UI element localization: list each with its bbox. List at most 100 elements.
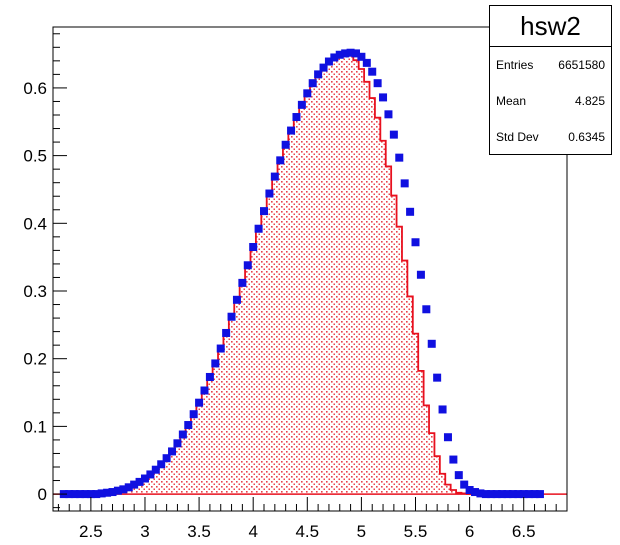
data-marker — [281, 140, 290, 149]
data-marker — [211, 359, 220, 368]
hist-bin — [282, 144, 289, 495]
hist-bin — [180, 434, 186, 495]
hist-bin — [385, 166, 392, 495]
hist-bin — [223, 332, 230, 495]
data-marker — [514, 490, 523, 499]
y-axis-ticks: 0 0.1 0.2 0.3 0.4 0.5 0.6 — [23, 33, 67, 509]
data-marker — [238, 278, 247, 287]
hist-bin — [374, 117, 381, 495]
data-marker — [92, 490, 101, 499]
data-marker — [476, 489, 485, 498]
y-tick-label: 0.1 — [23, 417, 47, 436]
data-marker — [189, 410, 198, 419]
stats-box: hsw2 Entries 6651580 Mean 4.825 Std Dev … — [489, 5, 612, 155]
hist-bin — [396, 226, 403, 495]
hist-bin — [218, 348, 224, 495]
data-marker — [438, 405, 447, 414]
data-marker — [525, 490, 534, 499]
entries-label: Entries — [496, 58, 534, 72]
filled-histogram-area — [98, 53, 468, 495]
data-marker — [146, 470, 155, 479]
data-marker — [232, 295, 241, 304]
data-marker — [260, 207, 269, 216]
hist-bin — [142, 478, 149, 495]
y-tick-label: 0.4 — [23, 214, 47, 233]
data-marker — [270, 172, 279, 181]
data-marker — [314, 70, 323, 79]
data-marker — [113, 486, 122, 495]
hist-bin — [337, 54, 343, 495]
hist-bin — [369, 98, 376, 495]
data-marker — [222, 328, 231, 337]
stats-row-entries: Entries 6651580 — [490, 47, 611, 83]
hist-bin — [136, 481, 143, 495]
hist-bin — [407, 296, 414, 495]
y-tick-label: 0.5 — [23, 147, 47, 166]
std-label: Std Dev — [496, 130, 539, 144]
data-marker — [454, 471, 463, 480]
data-marker — [346, 48, 355, 57]
hist-bin — [272, 176, 278, 495]
data-marker — [86, 490, 95, 499]
hist-bin — [250, 247, 257, 495]
hist-bin — [434, 456, 441, 495]
data-marker — [449, 455, 458, 464]
hist-bin — [342, 53, 349, 495]
hist-bin — [364, 81, 370, 495]
data-marker — [519, 490, 528, 499]
data-marker — [108, 488, 117, 497]
data-marker — [178, 430, 187, 439]
data-marker — [357, 52, 366, 61]
x-tick-label: 6.5 — [512, 522, 536, 541]
stats-row-mean: Mean 4.825 — [490, 83, 611, 119]
x-tick-label: 3.5 — [187, 522, 211, 541]
data-marker — [157, 460, 166, 469]
hist-bin — [429, 433, 435, 495]
hist-bin — [304, 93, 311, 495]
data-marker — [254, 224, 263, 233]
hist-bin — [418, 370, 425, 495]
hist-bin — [158, 464, 165, 495]
hist-bin — [320, 67, 327, 495]
mean-value: 4.825 — [574, 94, 605, 108]
hist-bin — [196, 402, 203, 495]
hist-bin — [234, 299, 241, 495]
data-marker — [427, 339, 436, 348]
hist-bin — [153, 469, 159, 495]
data-marker — [103, 488, 112, 497]
std-value: 0.6345 — [568, 130, 605, 144]
data-marker — [379, 93, 388, 102]
data-marker — [508, 490, 517, 499]
x-tick-label: 6 — [465, 522, 474, 541]
y-tick-label: 0.3 — [23, 282, 47, 301]
hist-bin — [347, 55, 354, 495]
hist-bin — [201, 390, 208, 495]
data-marker — [535, 490, 544, 499]
x-axis-ticks: 2.5 3 3.5 4 4.5 5 5.5 6 6.5 — [57, 497, 568, 541]
data-marker — [465, 486, 474, 495]
plot-frame — [52, 26, 568, 512]
data-marker — [173, 439, 182, 448]
data-marker — [308, 79, 317, 88]
data-marker — [498, 490, 507, 499]
data-marker — [335, 50, 344, 59]
data-marker — [162, 454, 171, 463]
hist-bin — [423, 405, 430, 495]
x-tick-label: 4.5 — [295, 522, 319, 541]
data-marker — [81, 490, 90, 499]
hist-bin — [326, 61, 333, 495]
data-marker — [303, 89, 312, 98]
hist-bin — [293, 117, 300, 495]
hist-bin — [266, 193, 273, 495]
data-marker — [292, 113, 301, 122]
x-tick-label: 3 — [140, 522, 149, 541]
data-marker — [373, 79, 382, 88]
x-tick-label: 5.5 — [404, 522, 428, 541]
x-tick-label: 4 — [248, 522, 257, 541]
data-marker — [492, 490, 501, 499]
data-marker — [151, 465, 160, 474]
y-tick-label: 0.6 — [23, 79, 47, 98]
data-marker — [481, 490, 490, 499]
hist-bin — [380, 140, 387, 495]
